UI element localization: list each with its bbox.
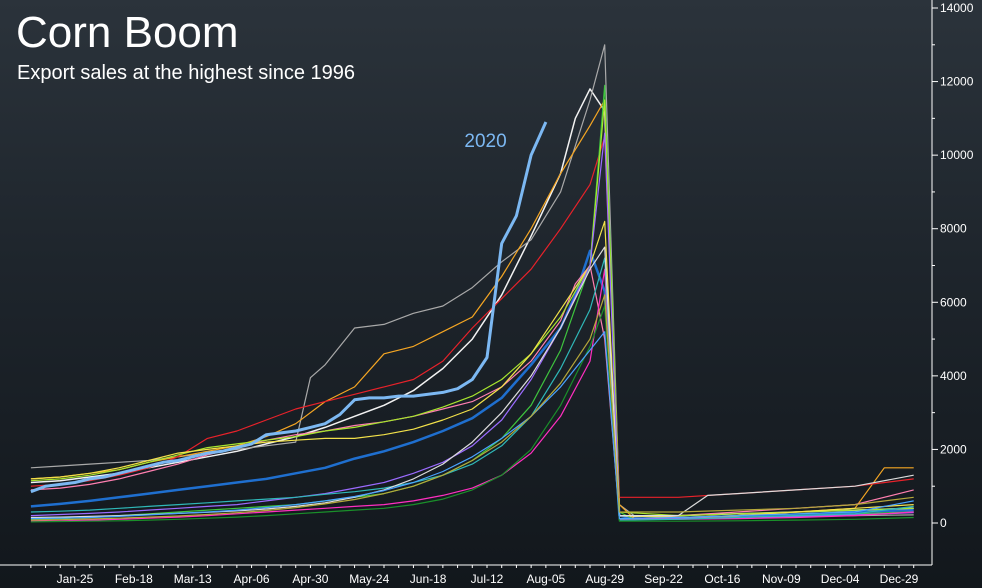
series-line-series-pink (30, 264, 914, 517)
x-tick-label: Mar-13 (174, 572, 212, 586)
series-line-series-sky (30, 331, 914, 520)
y-tick-label: 10000 (940, 148, 974, 162)
x-tick-label: May-24 (349, 572, 389, 586)
series-line-series-green-dark (30, 305, 914, 523)
annotations: 2020 (464, 131, 506, 152)
y-tick-label: 4000 (940, 369, 967, 383)
y-tick-label: 8000 (940, 222, 967, 236)
chart-subtitle: Export sales at the highest since 1996 (17, 62, 355, 84)
y-tick-label: 12000 (940, 75, 974, 89)
y-tick-label: 6000 (940, 295, 967, 309)
x-tick-label: Jan-25 (57, 572, 94, 586)
series-line-series-orange (30, 99, 914, 520)
x-tick-label: Aug-29 (585, 572, 624, 586)
x-tick-label: Jun-18 (410, 572, 447, 586)
series-line-series-yellow (30, 220, 914, 519)
x-tick-label: Nov-09 (762, 572, 801, 586)
x-tick-label: Dec-29 (880, 572, 919, 586)
chart-title: Corn Boom (16, 8, 239, 57)
series-line-series-teal (30, 257, 914, 521)
x-tick-label: Aug-05 (527, 572, 566, 586)
x-tick-label: Dec-04 (821, 572, 860, 586)
series-line-series-gray (30, 44, 914, 519)
y-tick-label: 14000 (940, 1, 974, 15)
series-line-series-magenta (30, 268, 914, 522)
series-line-series-white-a (30, 88, 914, 518)
y-tick-label: 0 (940, 516, 947, 530)
annotation-label: 2020 (464, 131, 506, 152)
x-tick-label: Sep-22 (644, 572, 683, 586)
series-line-series-lime (30, 99, 914, 517)
series-line-series-olive (30, 294, 914, 521)
y-tick-label: 2000 (940, 442, 967, 456)
x-tick-label: Jul-12 (471, 572, 504, 586)
x-tick-label: Apr-30 (292, 572, 328, 586)
x-tick-label: Oct-16 (704, 572, 740, 586)
series-line-2020 (30, 121, 548, 494)
x-tick-label: Feb-18 (115, 572, 153, 586)
series-line-series-avg (30, 249, 914, 520)
x-tick-label: Apr-06 (234, 572, 270, 586)
series-lines (30, 44, 914, 523)
